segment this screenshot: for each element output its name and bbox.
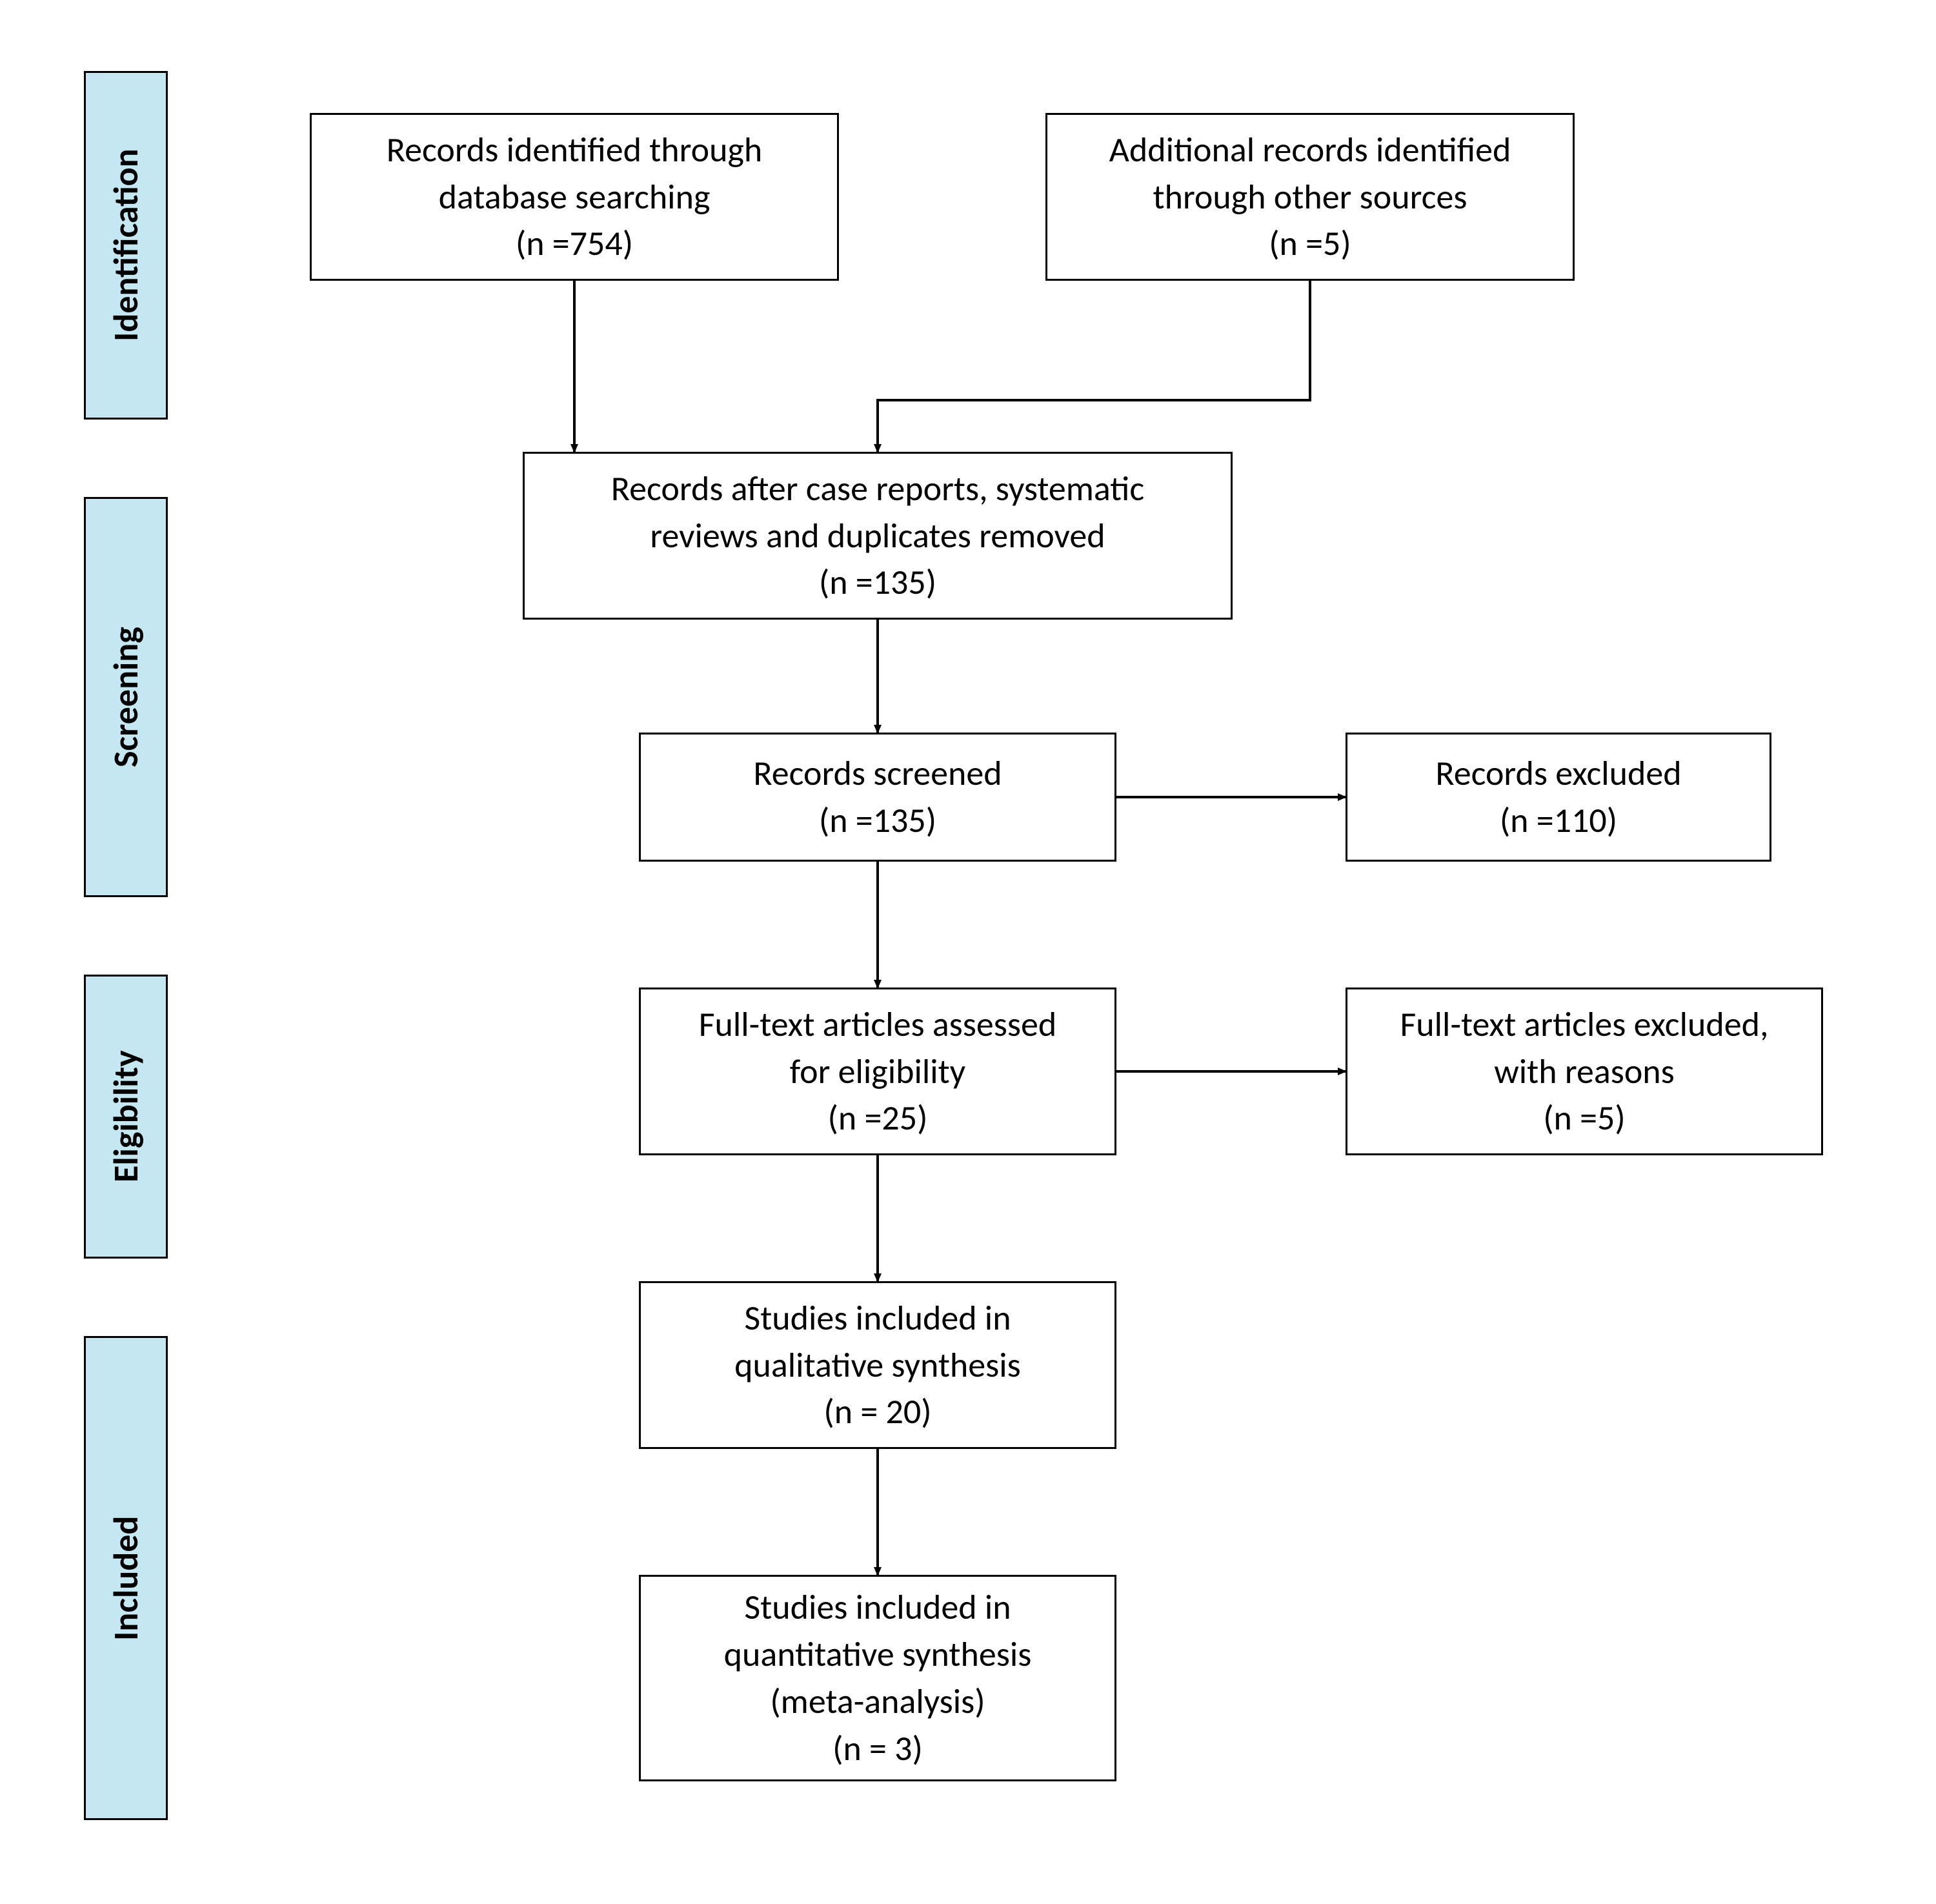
box-qualitative: Studies included in qualitative synthesi… [639,1281,1116,1449]
prisma-flowchart: Identification Screening Eligibility Includ… [0,0,1936,1904]
box-records-other: Additional records identified through ot… [1045,113,1575,281]
box-records-db: Records identified through database sear… [310,113,839,281]
box-fulltext-excluded: Full-text articles excluded, with reason… [1346,987,1823,1155]
box-records-excluded: Records excluded (n =110) [1346,733,1771,862]
box-records-dedup: Records after case reports, systematic r… [523,452,1233,620]
box-records-screened: Records screened (n =135) [639,733,1116,862]
stage-label-included: Included [84,1336,168,1820]
stage-label-eligibility: Eligibility [84,975,168,1259]
stage-label-identification: Identification [84,71,168,420]
box-quantitative: Studies included in quantitative synthes… [639,1575,1116,1781]
box-fulltext-assessed: Full-text articles assessed for eligibil… [639,987,1116,1155]
stage-label-screening: Screening [84,497,168,897]
arrow-a-other-dedup [878,281,1310,452]
